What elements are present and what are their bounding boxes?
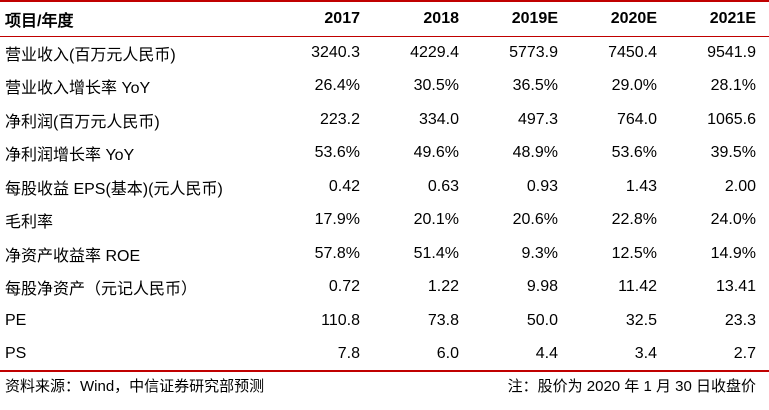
row-label: PS [0,337,274,372]
table-cell: 1.22 [427,278,459,296]
table-cell: 20.6% [512,211,558,229]
table-cell: 223.2 [319,110,360,128]
table-row: 净资产收益率 ROE 57.8% 51.4% 9.3% 12.5% 14.9% [0,237,769,271]
table-cell: 110.8 [321,311,360,329]
table-cell: 29.0% [611,77,657,95]
table-row: 每股净资产（元记人民币） 0.72 1.22 9.98 11.42 13.41 [0,271,769,305]
table-cell: 30.5% [413,77,459,95]
table-cell: 2.7 [670,337,769,372]
table-row: 每股收益 EPS(基本)(元人民币) 0.42 0.63 0.93 1.43 2… [0,170,769,204]
header-cell-2018: 2018 [373,0,472,37]
header-cell-2019e: 2019E [472,0,571,37]
row-label: 营业收入(百万元人民币) [5,47,176,64]
table-footer: 资料来源：Wind，中信证券研究部预测 注：股价为 2020 年 1 月 30 … [0,370,769,400]
row-label: 毛利率 [5,214,54,232]
table-cell: 1.43 [625,177,657,195]
table-row: 净利润增长率 YoY 53.6% 49.6% 48.9% 53.6% 39.5% [0,137,769,171]
table-row: 毛利率 17.9% 20.1% 20.6% 22.8% 24.0% [0,204,769,238]
header-cell-2017: 2017 [274,0,373,37]
table-cell: 3240.3 [311,44,360,61]
table-cell: 5773.9 [509,44,558,61]
table-cell: 48.9% [512,144,558,162]
table-cell: 497.3 [517,110,558,128]
table-cell: 9.98 [526,278,558,296]
price-note: 注：股价为 2020 年 1 月 30 日收盘价 [507,377,756,395]
row-label: 净资产收益率 ROE [5,247,141,265]
table-cell: 2.00 [724,177,756,195]
table-cell: 9541.9 [707,44,756,61]
source-note: 资料来源：Wind，中信证券研究部预测 [5,377,265,395]
table-cell: 3.4 [571,337,670,372]
table-body: 营业收入(百万元人民币) 3240.3 4229.4 5773.9 7450.4… [0,36,769,372]
row-label: 营业收入增长率 YoY [5,80,151,98]
table-cell: 9.3% [521,244,558,262]
row-label: 净利润增长率 YoY [5,147,135,165]
table-cell: 32.5 [625,311,657,329]
table-cell: 26.4% [314,77,360,95]
table-cell: 764.0 [616,110,657,128]
header-cell-item: 项目/年度 [0,0,274,37]
row-label: PE [5,311,27,329]
table-cell: 0.93 [526,177,558,195]
table-row: 净利润(百万元人民币) 223.2 334.0 497.3 764.0 1065… [0,103,769,137]
table-cell: 53.6% [314,144,360,162]
table-cell: 50.0 [526,311,558,329]
table-cell: 51.4% [413,244,459,262]
row-label: 每股净资产（元记人民币） [5,281,198,299]
table-row: PE 110.8 73.8 50.0 32.5 23.3 [0,304,769,338]
table-cell: 7450.4 [608,44,657,61]
table-cell: 23.3 [724,311,756,329]
table-cell: 53.6% [611,144,657,162]
table-cell: 36.5% [512,77,558,95]
table-header: 项目/年度 2017 2018 2019E 2020E 2021E [0,0,769,37]
header-cell-2020e: 2020E [571,0,670,37]
table-cell: 39.5% [710,144,756,162]
table-cell: 28.1% [710,77,756,95]
table-row: 营业收入增长率 YoY 26.4% 30.5% 36.5% 29.0% 28.1… [0,70,769,104]
table-row: 营业收入(百万元人民币) 3240.3 4229.4 5773.9 7450.4… [0,36,769,70]
table-cell: 49.6% [413,144,459,162]
table-cell: 4.4 [472,337,571,372]
table-cell: 0.63 [427,177,459,195]
table-cell: 334.0 [418,110,459,128]
table-cell: 24.0% [710,211,756,229]
header-row: 项目/年度 2017 2018 2019E 2020E 2021E [0,0,769,37]
table-cell: 0.42 [328,177,360,195]
row-label: 净利润(百万元人民币) [5,113,160,131]
table-cell: 20.1% [413,211,459,229]
table-cell: 6.0 [373,337,472,372]
table-cell: 14.9% [710,244,756,262]
table-row: PS 7.8 6.0 4.4 3.4 2.7 [0,337,769,372]
table-cell: 11.42 [618,278,657,296]
table-cell: 12.5% [611,244,657,262]
row-label: 每股收益 EPS(基本)(元人民币) [5,180,223,198]
table-cell: 17.9% [314,211,360,229]
table-cell: 7.8 [274,337,373,372]
table-cell: 22.8% [611,211,657,229]
header-cell-2021e: 2021E [670,0,769,37]
table-cell: 4229.4 [410,44,459,61]
table-cell: 0.72 [328,278,360,296]
table-cell: 1065.6 [707,110,756,128]
table-cell: 13.41 [715,278,756,296]
table-cell: 57.8% [314,244,360,262]
financial-table: 项目/年度 2017 2018 2019E 2020E 2021E 营业收入(百… [0,0,769,372]
table-cell: 73.8 [427,311,459,329]
